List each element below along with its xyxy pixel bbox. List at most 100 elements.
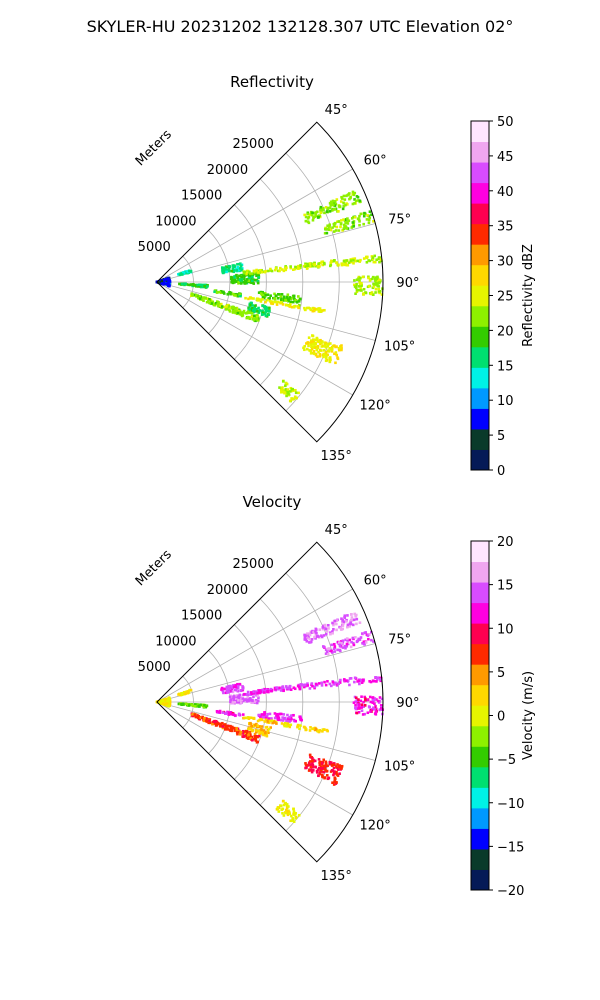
echo-gate	[316, 346, 320, 350]
echo-gate	[261, 309, 264, 313]
echo-gate	[305, 342, 308, 345]
echo-gate	[321, 767, 325, 770]
echo-gate	[313, 261, 316, 265]
echo-gate	[256, 735, 259, 739]
echo-gate	[306, 217, 310, 220]
echo-gate	[160, 279, 164, 283]
echo-gate	[208, 297, 211, 301]
echo-gate	[374, 277, 378, 280]
echo-gate	[366, 711, 370, 715]
echo-gate	[330, 763, 334, 767]
echo-gate	[324, 632, 328, 636]
echo-gate	[252, 737, 256, 741]
echo-gate	[243, 698, 247, 702]
echo-gate	[323, 680, 326, 684]
echo-gate	[309, 765, 313, 769]
echo-gate	[266, 293, 270, 297]
echo-gate	[241, 713, 245, 716]
echo-gate	[233, 726, 237, 730]
echo-gate	[322, 353, 326, 357]
echo-gate	[299, 718, 303, 722]
echo-gate	[324, 769, 327, 772]
colorbar-tick-label: 50	[497, 115, 514, 130]
echo-gate	[257, 734, 261, 738]
echo-gate	[270, 689, 273, 693]
echo-gate	[337, 682, 341, 686]
echo-gate	[211, 722, 214, 726]
echo-gate	[225, 269, 229, 272]
echo-gate	[247, 737, 250, 740]
echo-gate	[216, 302, 220, 306]
echo-gate	[340, 344, 343, 347]
echo-gate	[210, 300, 214, 304]
echo-gate	[338, 643, 342, 647]
echo-gate	[355, 640, 359, 644]
echo-gate	[240, 268, 244, 272]
echo-gate	[325, 774, 329, 777]
echo-gate	[284, 298, 287, 302]
echo-gate	[261, 296, 265, 299]
echo-gate	[345, 227, 349, 230]
echo-gate	[372, 260, 376, 264]
echo-gate	[306, 212, 309, 216]
echo-gate	[308, 349, 311, 352]
echo-gate	[328, 225, 331, 228]
echo-gate	[303, 213, 306, 217]
echo-gate	[304, 265, 308, 269]
echo-gate	[257, 298, 261, 302]
echo-gate	[261, 298, 264, 301]
echo-gate	[235, 729, 239, 733]
reflectivity-panel: Reflectivity45°60°75°90°105°120°135°5000…	[133, 73, 536, 479]
echo-gate	[309, 265, 312, 268]
echo-gate	[308, 687, 312, 690]
echo-gate	[316, 216, 320, 219]
echo-gate	[215, 709, 219, 713]
echo-gate	[245, 693, 249, 696]
echo-gate	[287, 298, 290, 301]
echo-gate	[306, 682, 309, 685]
echo-gate	[362, 640, 366, 644]
echo-gate	[337, 229, 341, 232]
echo-gate	[249, 276, 253, 280]
echo-gate	[252, 297, 255, 300]
echo-gate	[311, 759, 314, 763]
echo-gate	[237, 280, 241, 284]
echo-gate	[358, 288, 361, 292]
echo-gate	[307, 632, 311, 635]
echo-gate	[364, 631, 368, 634]
echo-gate	[279, 266, 282, 270]
echo-gate	[312, 338, 315, 342]
echo-gate	[353, 680, 356, 684]
echo-gate	[227, 269, 231, 273]
colorbar-segment	[471, 664, 489, 686]
echo-gate	[319, 338, 322, 342]
echo-gate	[346, 193, 349, 197]
echo-gate	[269, 688, 273, 691]
echo-gate	[230, 277, 233, 281]
echo-cell	[244, 296, 326, 313]
echo-gate	[195, 283, 198, 287]
echo-gate	[241, 280, 245, 284]
echo-gate	[288, 684, 292, 688]
echo-cell	[278, 379, 300, 403]
echo-gate	[220, 724, 223, 728]
echo-gate	[250, 311, 254, 315]
echo-gate	[233, 695, 237, 699]
echo-gate	[231, 701, 235, 704]
echo-gate	[293, 687, 297, 691]
echo-gate	[236, 263, 239, 266]
echo-gate	[318, 772, 322, 776]
colorbar-tick-label: −5	[497, 753, 516, 768]
echo-gate	[181, 702, 185, 706]
echo-gate	[319, 208, 322, 212]
echo-gate	[368, 695, 372, 699]
echo-gate	[285, 808, 288, 812]
echo-gate	[199, 283, 203, 287]
echo-gate	[193, 284, 197, 287]
echo-gate	[331, 781, 334, 785]
echo-gate	[333, 224, 336, 228]
echo-gate	[239, 294, 242, 298]
echo-gate	[269, 294, 272, 298]
echo-gate	[335, 345, 338, 348]
echo-gate	[218, 722, 221, 726]
